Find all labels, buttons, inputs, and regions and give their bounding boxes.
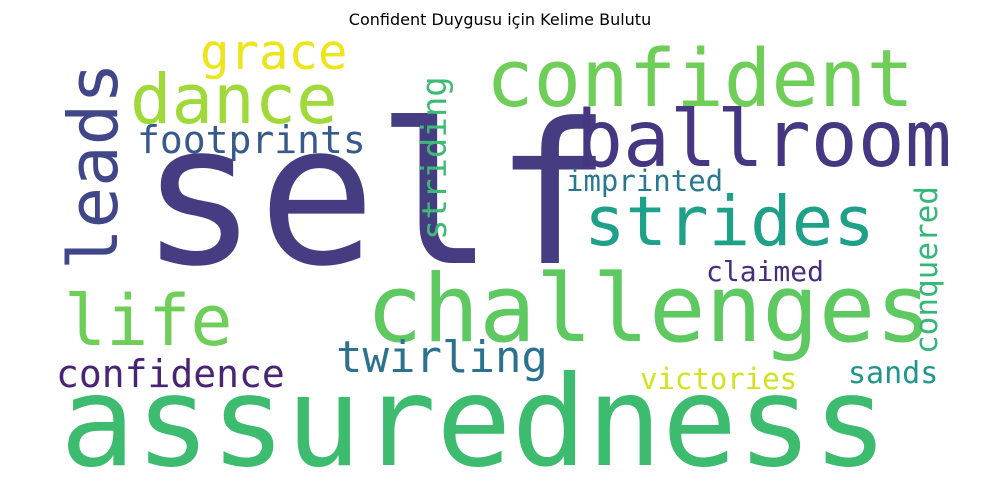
word-strides: strides	[584, 182, 875, 262]
word-dance: dance	[130, 60, 338, 140]
word-self: self	[140, 82, 613, 310]
chart-title: Confident Duygusu için Kelime Bulutu	[348, 10, 652, 29]
word-victories: victories	[640, 362, 798, 396]
word-challenges: challenges	[366, 255, 932, 364]
word-sands: sands	[848, 356, 939, 391]
word-claimed: claimed	[706, 255, 825, 288]
word-footprints: footprints	[137, 118, 366, 162]
word-confidence: confidence	[56, 352, 285, 396]
word-life: life	[64, 280, 233, 362]
word-twirling: twirling	[336, 332, 548, 383]
word-confident: confident	[486, 33, 915, 125]
word-ballroom: ballroom	[576, 95, 952, 185]
word-leads: leads	[54, 62, 134, 270]
word-striding: striding	[415, 76, 455, 240]
word-imprinted: imprinted	[566, 164, 724, 198]
word-assuredness: assuredness	[60, 350, 888, 495]
word-grace: grace	[200, 24, 348, 81]
word-conquered: conquered	[909, 186, 945, 354]
